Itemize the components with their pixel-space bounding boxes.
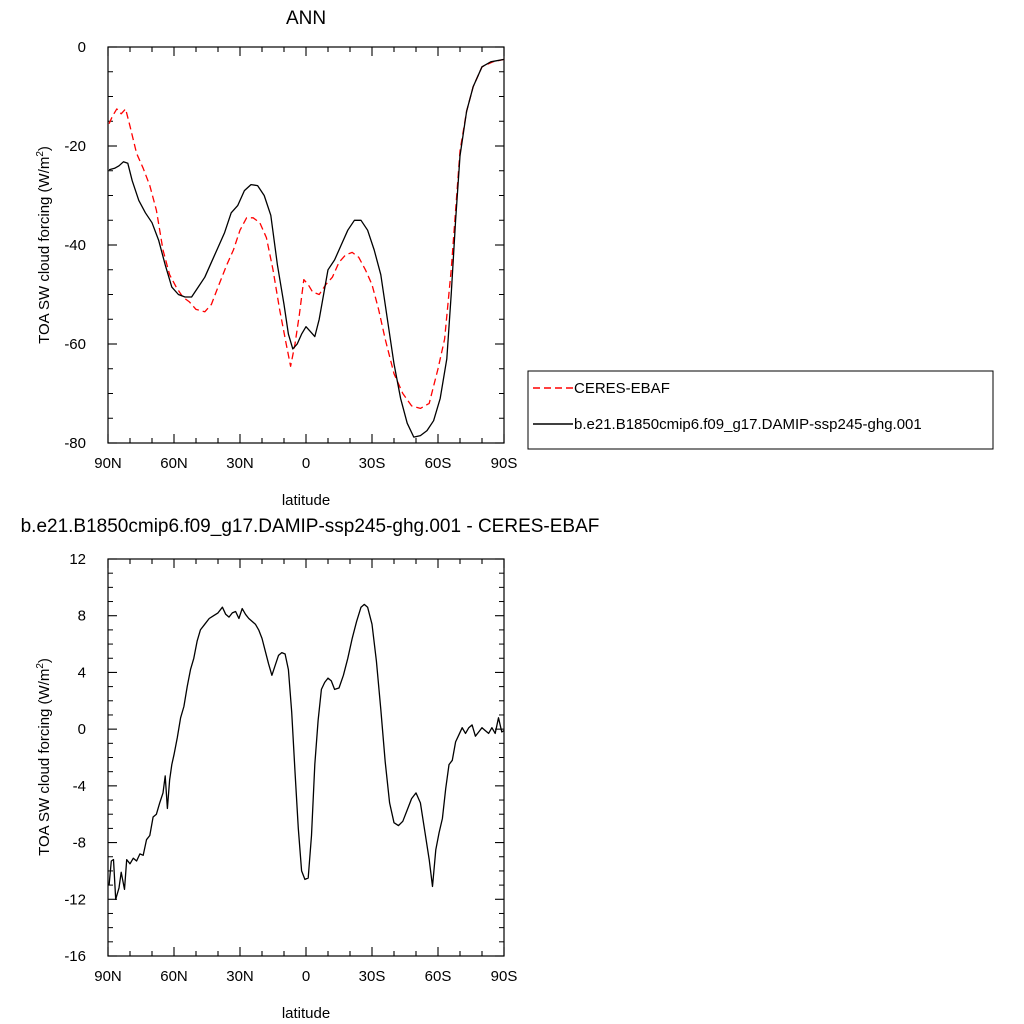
top-x-tick-label: 30N bbox=[226, 455, 254, 472]
top-y-tick-label: 0 bbox=[78, 39, 86, 56]
bottom-y-tick-label: -8 bbox=[73, 835, 86, 852]
top-x-tick-label: 90S bbox=[491, 455, 518, 472]
top-y-tick-label: -60 bbox=[64, 336, 86, 353]
bottom-x-axis-label: latitude bbox=[282, 1005, 330, 1022]
bottom-y-tick-label: 12 bbox=[69, 551, 86, 568]
bottom-y-tick-label: 0 bbox=[78, 721, 86, 738]
bottom-x-tick-label: 0 bbox=[302, 968, 310, 985]
bottom-x-tick-label: 90S bbox=[491, 968, 518, 985]
bottom-y-tick-label: 4 bbox=[78, 664, 86, 681]
bottom-y-tick-label: 8 bbox=[78, 608, 86, 625]
top-series-line-0 bbox=[108, 58, 505, 410]
top-plot-frame bbox=[107, 46, 505, 444]
top-y-axis-label: TOA SW cloud forcing (W/m2) bbox=[35, 146, 53, 344]
top-y-tick-label: -40 bbox=[64, 237, 86, 254]
legend-label-model: b.e21.B1850cmip6.f09_g17.DAMIP-ssp245-gh… bbox=[574, 416, 922, 433]
bottom-x-tick-label: 30S bbox=[359, 968, 386, 985]
top-chart-title: ANN bbox=[286, 8, 326, 29]
top-y-tick-label: -20 bbox=[64, 138, 86, 155]
legend-label-ceres: CERES-EBAF bbox=[574, 380, 670, 397]
top-x-tick-label: 60S bbox=[425, 455, 452, 472]
bottom-chart-title: b.e21.B1850cmip6.f09_g17.DAMIP-ssp245-gh… bbox=[21, 516, 600, 537]
bottom-plot-frame bbox=[107, 558, 505, 957]
bottom-y-axis-label: TOA SW cloud forcing (W/m2) bbox=[35, 658, 53, 856]
bottom-x-tick-label: 60S bbox=[425, 968, 452, 985]
top-x-tick-label: 90N bbox=[94, 455, 122, 472]
bottom-y-tick-label: -16 bbox=[64, 948, 86, 965]
top-x-axis-label: latitude bbox=[282, 492, 330, 509]
bottom-x-tick-label: 30N bbox=[226, 968, 254, 985]
top-panel: ANN 90N 60N 30N 0 30S 60S 90S 0 -20 -40 -60 -80 lat… bbox=[35, 8, 517, 509]
bottom-panel: b.e21.B1850cmip6.f09_g17.DAMIP-ssp245-gh… bbox=[21, 516, 600, 1022]
bottom-x-tick-label: 90N bbox=[94, 968, 122, 985]
bottom-x-tick-label: 60N bbox=[160, 968, 188, 985]
legend-box bbox=[527, 370, 994, 450]
bottom-series-line-0 bbox=[108, 603, 505, 900]
legend: CERES-EBAF b.e21.B1850cmip6.f09_g17.DAMI… bbox=[527, 370, 994, 450]
top-series-line-1 bbox=[108, 58, 505, 438]
top-y-tick-label: -80 bbox=[64, 435, 86, 452]
top-x-tick-label: 0 bbox=[302, 455, 310, 472]
top-x-tick-label: 30S bbox=[359, 455, 386, 472]
bottom-y-tick-label: -12 bbox=[64, 891, 86, 908]
top-x-tick-label: 60N bbox=[160, 455, 188, 472]
bottom-y-tick-label: -4 bbox=[73, 778, 86, 795]
